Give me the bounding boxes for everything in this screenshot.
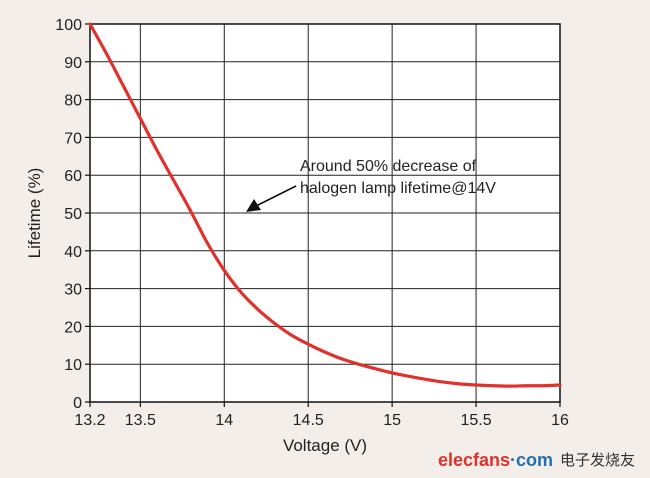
y-tick-label: 20	[64, 319, 82, 336]
y-tick-label: 30	[64, 282, 82, 299]
watermark-dot: ·	[510, 450, 516, 470]
x-tick-label: 15.5	[461, 412, 492, 429]
x-tick-label: 14.5	[293, 412, 324, 429]
y-tick-label: 40	[64, 244, 82, 261]
x-tick-label: 15	[383, 412, 401, 429]
watermark-logo: elecfans·com 电子发烧友	[438, 450, 635, 470]
y-tick-label: 60	[64, 168, 82, 185]
grid	[90, 24, 560, 402]
y-tick-label: 10	[64, 357, 82, 374]
watermark-cn: 电子发烧友	[560, 452, 635, 469]
y-axis-label: Lifetime (%)	[25, 168, 44, 259]
annotation-line-2: halogen lamp lifetime@14V	[300, 180, 496, 197]
watermark-domain: com	[516, 450, 553, 470]
series-line	[88, 22, 562, 388]
x-tick-label: 13.2	[74, 412, 105, 429]
series-layer	[88, 22, 562, 388]
y-tick-label: 80	[64, 93, 82, 110]
y-tick-label: 70	[64, 130, 82, 147]
y-tick-label: 0	[73, 395, 82, 412]
x-tick-label: 13.5	[125, 412, 156, 429]
x-axis-label: Voltage (V)	[283, 436, 367, 455]
y-tick-label: 90	[64, 55, 82, 72]
watermark-brand: elecfans	[438, 450, 510, 470]
annotation-arrow	[246, 185, 297, 212]
y-tick-label: 100	[55, 17, 82, 34]
y-tick-label: 50	[64, 206, 82, 223]
annotation-line-1: Around 50% decrease of	[300, 158, 477, 175]
x-tick-label: 14	[215, 412, 233, 429]
x-axis: 13.2 13.5 14 14.5 15 15.5 16	[74, 402, 569, 429]
svg-text:elecfans·com: elecfans·com	[438, 450, 553, 470]
y-axis: 0 10 20 30 40 50 60 70 80 90 100	[55, 17, 90, 412]
x-tick-label: 16	[551, 412, 569, 429]
